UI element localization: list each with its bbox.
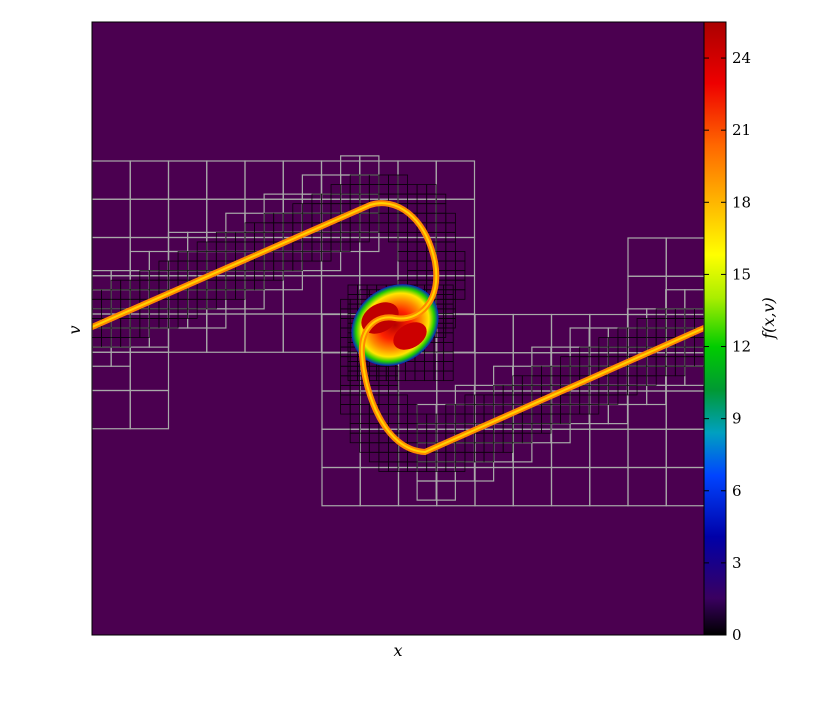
fine-cell (292, 260, 303, 272)
fine-cell (560, 413, 571, 425)
fine-cell (92, 298, 93, 310)
fine-cell (206, 298, 217, 310)
fine-cell (120, 337, 131, 348)
colorbar-tick-label: 15 (732, 265, 751, 283)
x-axis-label: x (393, 641, 402, 660)
colorbar-gradient (704, 22, 726, 635)
fine-cell (73, 299, 83, 309)
fine-cell (443, 370, 454, 382)
fine-cell (340, 241, 351, 252)
colorbar-tick-label: 9 (732, 410, 742, 428)
medium-cell (435, 480, 456, 501)
fine-cell (454, 461, 466, 472)
colorbar-label: f(x,v) (759, 297, 778, 340)
fine-cell (92, 337, 93, 348)
fine-cell (588, 404, 600, 415)
fine-cell (646, 375, 657, 386)
fine-cell (273, 270, 284, 281)
colorbar-tick-label: 3 (732, 554, 742, 572)
fine-cell (674, 365, 686, 377)
colorbar-tick-label: 21 (732, 121, 751, 139)
fine-cell (73, 338, 83, 348)
colorbar-tick-label: 18 (732, 193, 751, 211)
colorbar-tick-label: 12 (732, 338, 751, 356)
fine-cell (694, 356, 704, 367)
fine-cell (254, 279, 265, 291)
colorbar-tick-label: 24 (732, 49, 751, 67)
fine-cell (521, 432, 533, 444)
fine-cell (694, 308, 704, 319)
fine-cell (541, 423, 552, 434)
fine-cell (607, 394, 619, 405)
y-axis-label: v (65, 325, 84, 334)
fine-cell (359, 231, 370, 243)
fine-cell (502, 442, 514, 453)
colorbar-ticks: 0 3 6 9 12 15 18 21 24 (704, 49, 751, 644)
fine-cell (139, 327, 150, 338)
fine-cell (445, 231, 456, 243)
colorbar-frame (703, 21, 727, 636)
coarse-cell (665, 466, 704, 507)
fine-cell (235, 289, 246, 300)
fine-cell (454, 289, 466, 300)
filament-inner (92, 202, 704, 454)
fine-cell (397, 251, 408, 262)
fine-cell (416, 413, 428, 425)
fine-cell (92, 308, 93, 319)
fine-cell (388, 461, 399, 472)
fine-cell (73, 309, 83, 319)
colorbar-tick-label: 0 (732, 626, 742, 644)
fine-cell (168, 318, 179, 329)
coarse-cell (129, 389, 170, 430)
colorbar: 0 3 6 9 12 15 18 21 24 (703, 21, 751, 644)
colorbar-tick-label: 6 (732, 482, 742, 500)
fine-cell (187, 308, 198, 319)
plot-area (73, 22, 704, 635)
fine-cell (483, 451, 495, 463)
fine-cell (321, 251, 332, 262)
fine-cell (627, 384, 638, 396)
